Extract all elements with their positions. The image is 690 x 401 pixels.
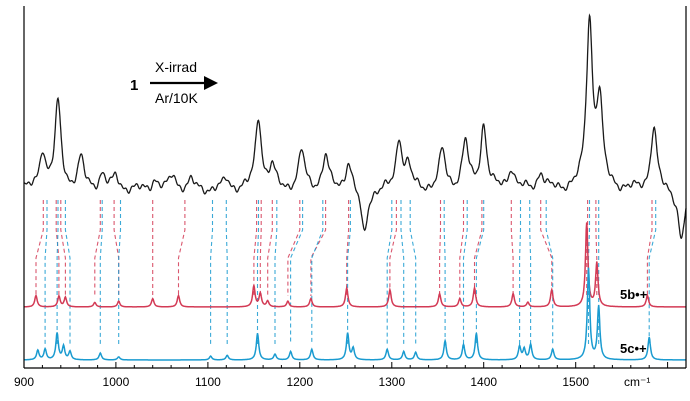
assignment-line — [510, 200, 514, 296]
assignment-line — [253, 200, 258, 296]
assignment-line — [462, 200, 468, 344]
annotation-condition-top: X-irrad — [155, 59, 197, 75]
assignment-line — [259, 200, 262, 296]
annotation-compound: 1 — [130, 77, 138, 94]
x-ticks: 900 1000 1100 1200 1300 1400 1500 — [14, 362, 669, 389]
assignment-line — [94, 200, 101, 296]
assignment-line — [35, 200, 44, 296]
assignment-line — [443, 200, 446, 344]
assignment-line — [587, 200, 591, 344]
series-line-5c — [23, 267, 686, 361]
assignment-line — [409, 200, 417, 344]
assignment-lines — [35, 200, 657, 344]
assignment-line — [310, 200, 327, 296]
assignment-line — [439, 200, 442, 296]
assignment-line — [274, 200, 278, 344]
assignment-line — [56, 200, 59, 344]
x-tick-label: 1200 — [286, 375, 313, 389]
assignment-line — [118, 200, 122, 344]
assignment-line — [473, 200, 483, 296]
assignment-line — [64, 200, 71, 344]
assignment-line — [44, 200, 48, 344]
assignment-line — [346, 200, 350, 296]
assignment-line — [540, 200, 553, 296]
spectrum-traces — [23, 13, 687, 361]
assignment-line — [347, 200, 351, 344]
assignment-line — [595, 200, 598, 296]
assignment-line — [389, 200, 397, 296]
series-label-5c: 5c•+ — [620, 341, 647, 356]
series-label-5b: 5b•+ — [620, 287, 648, 302]
assignment-line — [646, 200, 653, 296]
x-tick-label: 1000 — [103, 375, 130, 389]
assignment-line — [113, 200, 120, 296]
assignment-line — [400, 200, 405, 344]
assignment-line — [267, 200, 273, 296]
assignment-line — [287, 200, 301, 296]
x-axis-unit-label: cm⁻¹ — [624, 375, 650, 389]
x-tick-label: 1100 — [195, 375, 221, 389]
assignment-line — [475, 200, 485, 344]
assignment-line — [210, 200, 214, 344]
annotation-condition-bottom: Ar/10K — [155, 90, 198, 106]
assignment-line — [545, 200, 554, 344]
x-tick-label: 1300 — [378, 375, 405, 389]
assignment-line — [99, 200, 103, 344]
assignment-line — [290, 200, 304, 344]
assignment-line — [60, 200, 66, 296]
assignment-line — [459, 200, 465, 296]
series-line-5b — [24, 222, 686, 308]
assignment-line — [311, 200, 324, 344]
series-line-experimental — [23, 13, 687, 240]
assignment-line — [256, 200, 260, 344]
assignment-line — [177, 200, 186, 296]
annotation-arrow-head — [204, 76, 218, 90]
x-tick-label: 1400 — [470, 375, 497, 389]
assignment-line — [529, 200, 532, 344]
assignment-line — [225, 200, 228, 344]
x-tick-label: 900 — [14, 375, 34, 389]
assignment-line — [519, 200, 522, 344]
x-tick-label: 1500 — [562, 375, 589, 389]
